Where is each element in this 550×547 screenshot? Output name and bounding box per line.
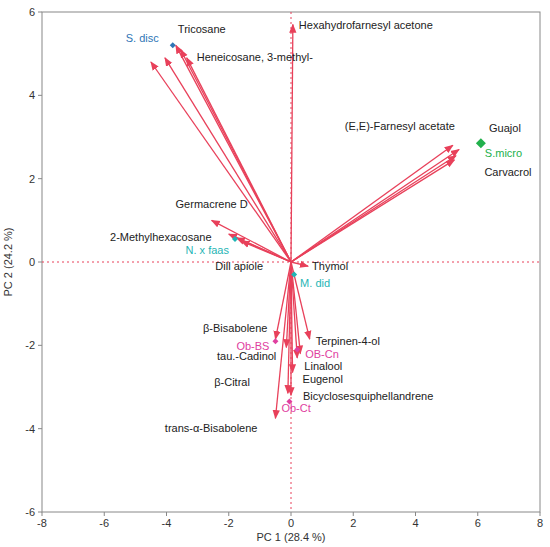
loading-label: β-Bisabolene <box>203 322 267 334</box>
y-tick-label: 4 <box>29 89 35 101</box>
score-point <box>170 42 176 48</box>
x-tick <box>291 512 292 516</box>
score-point <box>272 338 278 344</box>
loading-arrow <box>291 262 308 266</box>
x-axis-label: PC 1 (28.4 %) <box>256 531 325 543</box>
y-tick <box>38 95 42 96</box>
loading-label: Carvacrol <box>484 166 531 178</box>
loading-arrow <box>291 160 454 262</box>
loading-arrow <box>291 150 459 263</box>
score-label: OB-Cn <box>305 348 339 360</box>
loading-label: 2-Methylhexacosane <box>110 231 212 243</box>
score-point <box>294 347 300 353</box>
loading-arrow <box>291 156 456 262</box>
score-label: N. x faas <box>186 244 230 256</box>
y-tick-label: 2 <box>29 173 35 185</box>
y-tick <box>38 428 42 429</box>
x-tick <box>42 512 43 516</box>
score-label: M. did <box>300 277 330 289</box>
y-tick <box>38 178 42 179</box>
loading-arrow <box>237 238 291 262</box>
loading-label: Dill apiole <box>215 260 263 272</box>
loading-label: Bicyclosesquiphellandrene <box>303 390 433 402</box>
x-tick-label: 0 <box>288 517 294 529</box>
loading-arrow <box>229 234 291 262</box>
y-tick <box>38 512 42 513</box>
loading-label: trans-α-Bisabolene <box>165 422 258 434</box>
loading-label: Linalool <box>304 360 342 372</box>
plot-area <box>151 25 486 419</box>
score-point <box>291 272 297 278</box>
x-tick <box>353 512 354 516</box>
x-tick <box>540 512 541 516</box>
x-tick <box>166 512 167 516</box>
x-tick-label: -2 <box>224 517 234 529</box>
x-tick-label: 6 <box>475 517 481 529</box>
score-label: Ob-BS <box>236 340 269 352</box>
x-tick <box>415 512 416 516</box>
loading-label: Germacrene D <box>176 198 248 210</box>
x-tick-label: 4 <box>412 517 418 529</box>
plot-frame <box>42 12 540 512</box>
loading-arrow <box>275 262 291 418</box>
x-tick <box>477 512 478 516</box>
loading-label: (E,E)-Farnesyl acetate <box>345 120 455 132</box>
loading-label: Guajol <box>489 122 521 134</box>
x-tick-label: -8 <box>37 517 47 529</box>
loading-label: Hexahydrofarnesyl acetone <box>299 19 433 31</box>
score-label: Ob-Ct <box>281 402 310 414</box>
chart: -8-6-4-202468-6-4-20246PC 1 (28.4 %)PC 2… <box>0 0 550 547</box>
x-tick <box>228 512 229 516</box>
y-tick-label: -4 <box>25 423 35 435</box>
x-tick-label: 2 <box>350 517 356 529</box>
loading-label: Eugenol <box>303 373 343 385</box>
score-point <box>232 236 238 242</box>
y-tick-label: -6 <box>25 506 35 518</box>
y-tick-label: 0 <box>29 256 35 268</box>
y-tick <box>38 262 42 263</box>
loading-label: Heneicosane, 3-methyl- <box>197 51 314 63</box>
loading-arrow <box>241 241 291 262</box>
y-tick-label: -2 <box>25 339 35 351</box>
loading-label: Terpinen-4-ol <box>316 335 380 347</box>
loading-arrow <box>291 145 453 262</box>
loading-label: tau.-Cadinol <box>217 350 276 362</box>
y-axis-label: PC 2 (24.2 %) <box>2 227 14 296</box>
score-label: S.micro <box>485 147 522 159</box>
labels: Hexahydrofarnesyl acetone Tricosane Heneic… <box>110 19 531 435</box>
x-tick-label: -6 <box>99 517 109 529</box>
loading-label: Tricosane <box>178 23 226 35</box>
x-tick <box>104 512 105 516</box>
x-tick-label: -4 <box>162 517 172 529</box>
loading-label: β-Citral <box>214 376 250 388</box>
loading-arrow <box>176 45 291 262</box>
loading-label: Thymol <box>312 260 348 272</box>
x-tick-label: 8 <box>537 517 543 529</box>
y-tick-label: 6 <box>29 6 35 18</box>
y-tick <box>38 12 42 13</box>
y-tick <box>38 345 42 346</box>
score-label: S. disc <box>126 32 160 44</box>
